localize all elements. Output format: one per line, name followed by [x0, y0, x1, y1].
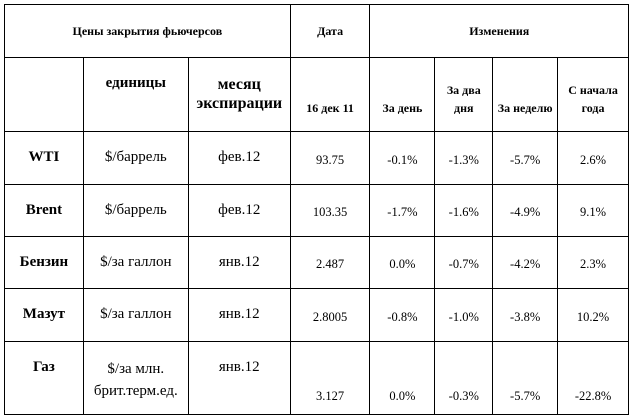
day-change-value: -1.7%: [369, 184, 436, 237]
day-change-value: 0.0%: [369, 236, 436, 289]
empty-header-cell: [4, 57, 84, 132]
expiry-month: янв.12: [187, 341, 291, 415]
units-header: единицы: [82, 57, 189, 132]
day-change-value: -0.1%: [369, 131, 436, 185]
header-row-sub: единицы месяц экспирации 16 дек 11 За де…: [4, 57, 629, 132]
expiry-month: янв.12: [187, 288, 291, 342]
table-row: Мазут $/за галлон янв.12 2.8005 -0.8% -1…: [4, 288, 629, 342]
two-day-change-value: -0.3%: [434, 341, 494, 415]
price-value: 93.75: [289, 131, 371, 185]
date-label-cell: Дата: [289, 4, 371, 58]
commodity-unit: $/за млн. брит.терм.ед.: [82, 341, 189, 415]
day-change-value: 0.0%: [369, 341, 436, 415]
week-change-header: За неделю: [492, 57, 559, 132]
commodity-name: Мазут: [4, 288, 84, 342]
price-value: 2.8005: [289, 288, 371, 342]
commodity-unit: $/за галлон: [82, 288, 189, 342]
week-change-value: -4.2%: [492, 236, 559, 289]
price-value: 2.487: [289, 236, 371, 289]
changes-label-cell: Изменения: [369, 4, 629, 58]
commodity-name: Бензин: [4, 236, 84, 289]
date-value-header: 16 дек 11: [289, 57, 371, 132]
expiry-month: фев.12: [187, 131, 291, 185]
futures-table: Цены закрытия фьючерсов Дата Изменения е…: [4, 4, 629, 415]
ytd-change-value: 10.2%: [557, 288, 629, 342]
ytd-change-value: 2.3%: [557, 236, 629, 289]
two-day-change-value: -1.6%: [434, 184, 494, 237]
week-change-value: -3.8%: [492, 288, 559, 342]
two-day-change-value: -1.0%: [434, 288, 494, 342]
commodity-unit: $/за галлон: [82, 236, 189, 289]
ytd-change-value: -22.8%: [557, 341, 629, 415]
ytd-change-header: С начала года: [557, 57, 629, 132]
commodity-name: Brent: [4, 184, 84, 237]
week-change-value: -5.7%: [492, 131, 559, 185]
commodity-name: Газ: [4, 341, 84, 415]
ytd-change-value: 9.1%: [557, 184, 629, 237]
day-change-value: -0.8%: [369, 288, 436, 342]
table-row: Brent $/баррель фев.12 103.35 -1.7% -1.6…: [4, 184, 629, 237]
table-row: WTI $/баррель фев.12 93.75 -0.1% -1.3% -…: [4, 131, 629, 185]
day-change-header: За день: [369, 57, 436, 132]
commodity-unit: $/баррель: [82, 184, 189, 237]
table-row: Газ $/за млн. брит.терм.ед. янв.12 3.127…: [4, 341, 629, 415]
expiry-header: месяц экспирации: [187, 57, 291, 132]
expiry-month: янв.12: [187, 236, 291, 289]
header-row-top: Цены закрытия фьючерсов Дата Изменения: [4, 4, 629, 58]
week-change-value: -5.7%: [492, 341, 559, 415]
two-day-change-value: -1.3%: [434, 131, 494, 185]
two-day-change-header: За два дня: [434, 57, 494, 132]
expiry-month: фев.12: [187, 184, 291, 237]
commodity-name: WTI: [4, 131, 84, 185]
price-value: 3.127: [289, 341, 371, 415]
price-value: 103.35: [289, 184, 371, 237]
week-change-value: -4.9%: [492, 184, 559, 237]
ytd-change-value: 2.6%: [557, 131, 629, 185]
two-day-change-value: -0.7%: [434, 236, 494, 289]
table-row: Бензин $/за галлон янв.12 2.487 0.0% -0.…: [4, 236, 629, 289]
commodity-unit: $/баррель: [82, 131, 189, 185]
title-cell: Цены закрытия фьючерсов: [4, 4, 291, 58]
